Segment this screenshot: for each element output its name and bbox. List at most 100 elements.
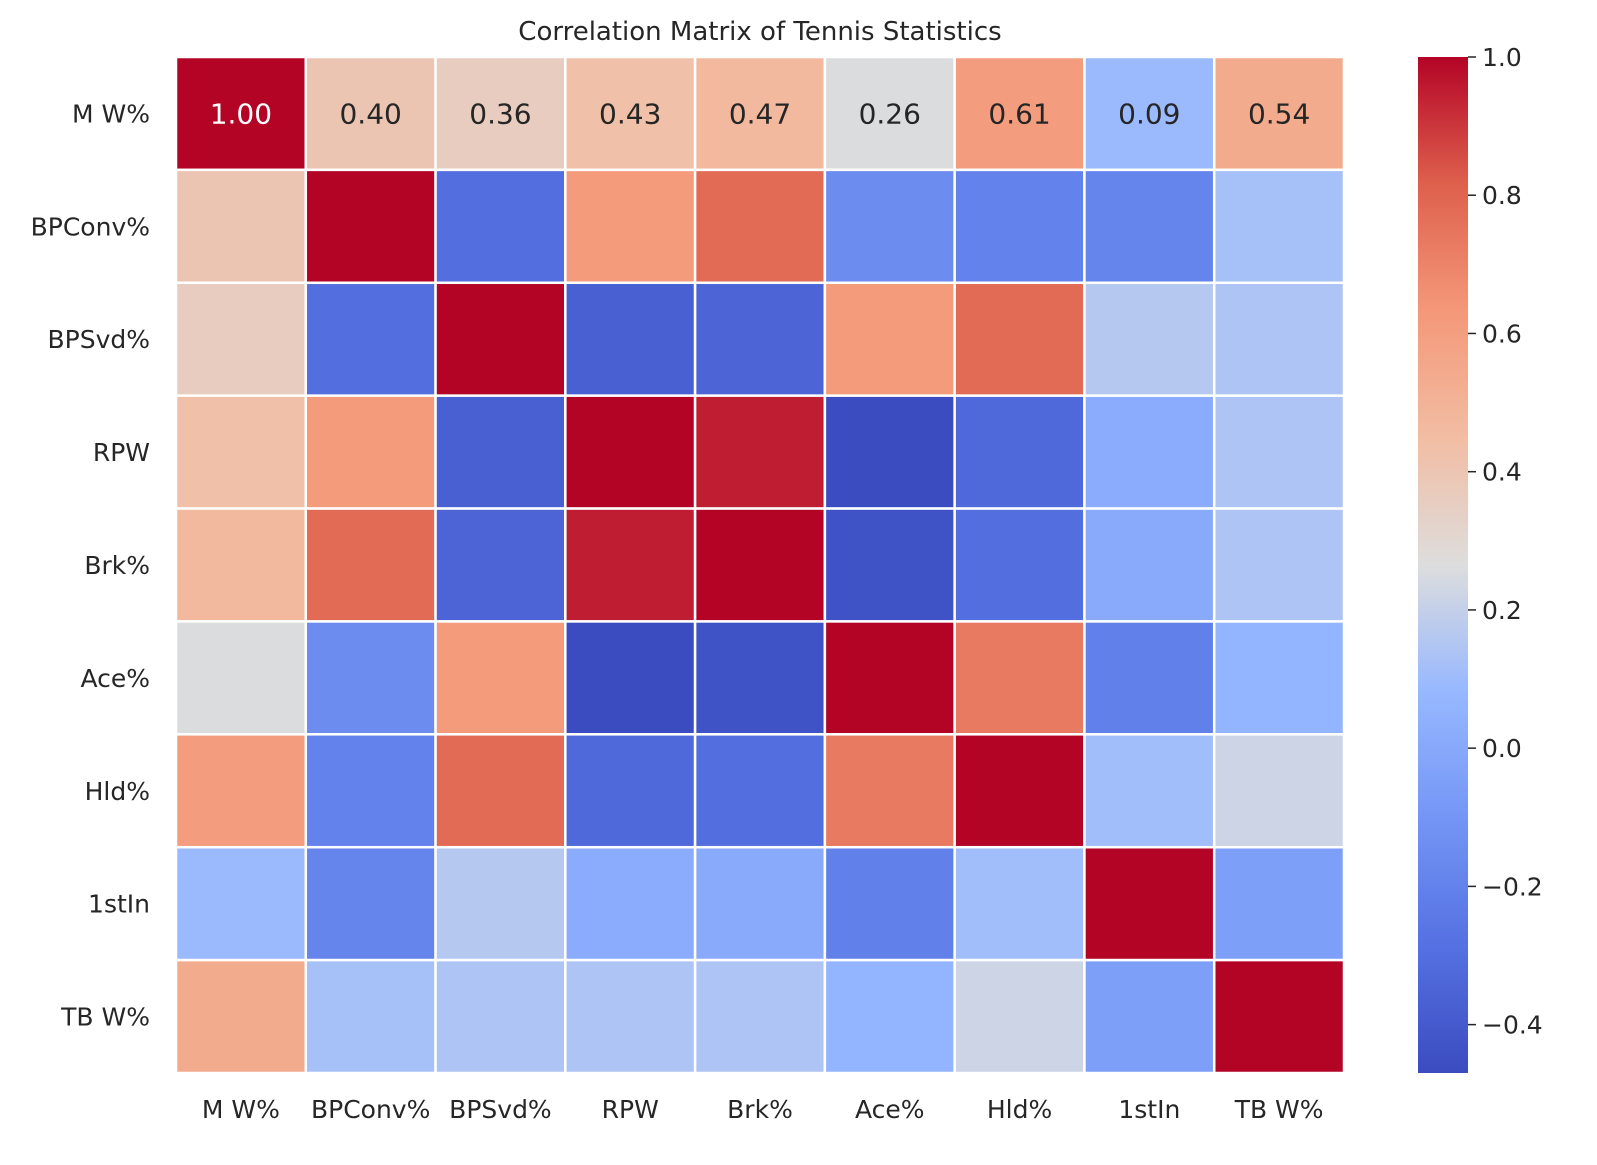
heatmap-cell — [823, 845, 956, 962]
column-label: Brk% — [727, 1095, 793, 1124]
heatmap-cell — [564, 281, 697, 397]
column-label: RPW — [602, 1095, 659, 1124]
column-label: BPConv% — [311, 1095, 430, 1124]
cell-value-label: 0.47 — [729, 97, 791, 130]
heatmap-cell — [1083, 55, 1216, 172]
colorbar-tick-label: 0.8 — [1482, 181, 1522, 210]
heatmap-cell — [1212, 620, 1346, 736]
cell-value-label: 1.00 — [210, 97, 272, 130]
heatmap-cell — [174, 733, 308, 849]
heatmap-cell — [1212, 168, 1346, 285]
row-labels: M W% BPConv% BPSvd% RPW Brk% Ace% Hld% 1stIn TB … — [31, 99, 150, 1031]
column-label: BPSvd% — [449, 1095, 552, 1124]
cell-value-label: 0.43 — [599, 97, 661, 130]
heatmap-cell — [953, 845, 1086, 962]
heatmap-cell — [434, 168, 567, 285]
heatmap-cell — [304, 845, 437, 962]
heatmap-cell — [1212, 733, 1346, 849]
row-label: BPSvd% — [47, 325, 150, 354]
column-labels: M W% BPConv% BPSvd% RPW Brk% Ace% Hld% 1stIn TB … — [202, 1095, 1324, 1124]
heatmap-cell — [1212, 958, 1346, 1075]
heatmap-cells — [174, 55, 1346, 1075]
heatmap-cell — [693, 281, 827, 397]
heatmap-cell — [693, 958, 827, 1075]
heatmap-cell — [564, 845, 697, 962]
heatmap-cell — [693, 507, 827, 623]
heatmap-cell — [1212, 281, 1346, 397]
colorbar-tick-label: 0.6 — [1482, 319, 1522, 348]
column-label: 1stIn — [1118, 1095, 1180, 1124]
colorbar-tick-label: 0.2 — [1482, 596, 1522, 625]
heatmap-cell — [564, 733, 697, 849]
row-label: TB W% — [60, 1003, 150, 1032]
heatmap-cell — [174, 168, 308, 285]
heatmap-cell — [434, 507, 567, 623]
heatmap-cell — [823, 620, 956, 736]
heatmap-cell — [953, 733, 1086, 849]
heatmap-cell — [823, 168, 956, 285]
heatmap-cell — [1083, 507, 1216, 623]
colorbar: 1.0 0.8 0.6 0.4 0.2 0.0 −0.2 −0.4 — [1418, 43, 1543, 1073]
heatmap-cell — [1212, 845, 1346, 962]
colorbar-gradient — [1418, 57, 1468, 1073]
heatmap-cell — [693, 168, 827, 285]
cell-value-label: 0.54 — [1248, 97, 1310, 130]
heatmap-cell — [823, 733, 956, 849]
row-label: Ace% — [80, 664, 150, 693]
heatmap-cell — [693, 733, 827, 849]
heatmap-cell — [1212, 394, 1346, 510]
heatmap-cell — [953, 168, 1086, 285]
heatmap-cell — [1212, 507, 1346, 623]
heatmap-cell — [693, 394, 827, 510]
cell-annotations: 1.00 0.40 0.36 0.43 0.47 0.26 0.61 0.09 0.54 — [210, 97, 1311, 130]
cell-value-label: 0.26 — [859, 97, 921, 130]
row-label: M W% — [72, 99, 150, 128]
heatmap-cell — [174, 958, 308, 1075]
row-label: Brk% — [84, 551, 150, 580]
heatmap-cell — [953, 281, 1086, 397]
heatmap-cell — [434, 620, 567, 736]
heatmap-cell — [823, 55, 956, 172]
colorbar-tick-label: 0.0 — [1482, 734, 1522, 763]
colorbar-tick-label: −0.4 — [1482, 1011, 1543, 1040]
heatmap-cell — [1083, 620, 1216, 736]
colorbar-tick-label: −0.2 — [1482, 872, 1543, 901]
heatmap-cell — [1083, 733, 1216, 849]
heatmap-cell — [434, 958, 567, 1075]
heatmap-cell — [1083, 958, 1216, 1075]
heatmap-cell — [434, 55, 567, 172]
heatmap-cell — [693, 620, 827, 736]
heatmap-cell — [304, 733, 437, 849]
colorbar-tick-label: 1.0 — [1482, 43, 1522, 72]
heatmap-cell — [304, 281, 437, 397]
heatmap-cell — [174, 507, 308, 623]
heatmap-cell — [564, 958, 697, 1075]
column-label: M W% — [202, 1095, 280, 1124]
row-label: BPConv% — [31, 212, 150, 241]
heatmap-cell — [564, 168, 697, 285]
cell-value-label: 0.09 — [1118, 97, 1180, 130]
heatmap-cell — [564, 620, 697, 736]
column-label: Hld% — [987, 1095, 1052, 1124]
heatmap-cell — [174, 845, 308, 962]
heatmap-cell — [564, 507, 697, 623]
colorbar-tick-label: 0.4 — [1482, 458, 1522, 487]
heatmap-cell — [304, 168, 437, 285]
cell-value-label: 0.61 — [988, 97, 1050, 130]
heatmap-cell — [823, 394, 956, 510]
heatmap-cell — [953, 507, 1086, 623]
heatmap-cell — [1083, 168, 1216, 285]
cell-value-label: 0.40 — [339, 97, 401, 130]
heatmap-cell — [1083, 845, 1216, 962]
heatmap-cell — [693, 845, 827, 962]
row-label: Hld% — [85, 777, 150, 806]
heatmap-cell — [304, 55, 437, 172]
heatmap-cell — [564, 394, 697, 510]
heatmap-cell — [174, 620, 308, 736]
heatmap-cell — [174, 55, 308, 172]
chart-title: Correlation Matrix of Tennis Statistics — [518, 17, 1001, 47]
row-label: RPW — [93, 438, 150, 467]
heatmap-cell — [434, 394, 567, 510]
heatmap-cell — [304, 394, 437, 510]
row-label: 1stIn — [88, 890, 150, 919]
